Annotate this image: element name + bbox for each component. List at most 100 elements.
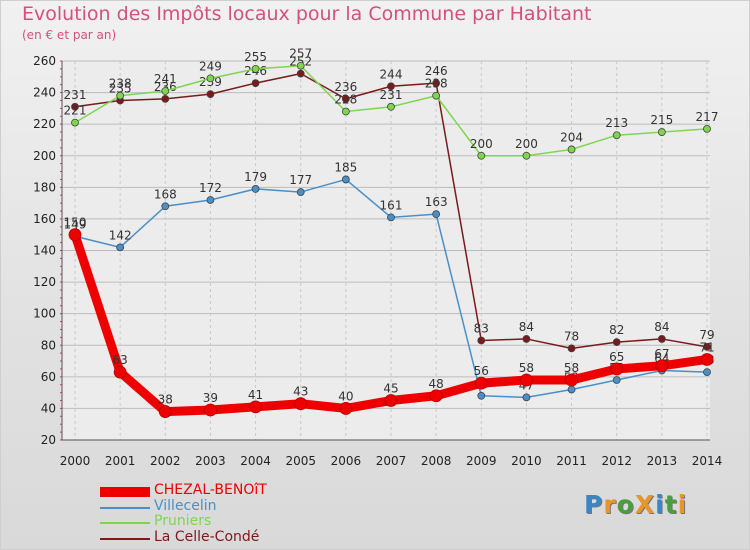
data-point (251, 185, 260, 193)
data-point (71, 102, 79, 111)
data-label: 241 (154, 72, 177, 86)
logo-letter: o (616, 490, 635, 519)
data-label: 200 (515, 137, 538, 151)
x-tick-label: 2010 (511, 454, 542, 468)
legend-entry: CHEZAL-BENOîT (154, 482, 267, 498)
y-tick-label: 180 (33, 180, 56, 194)
data-label: 58 (564, 361, 579, 375)
data-point (294, 397, 308, 411)
data-point (296, 69, 305, 78)
data-label: 39 (203, 391, 218, 405)
data-point (251, 64, 260, 73)
x-tick-label: 2003 (195, 454, 226, 468)
data-label: 252 (289, 55, 312, 69)
data-label: 236 (334, 80, 357, 94)
data-label: 168 (154, 187, 177, 201)
data-label: 38 (158, 393, 173, 407)
data-point (161, 95, 170, 103)
data-label: 65 (609, 350, 624, 364)
y-tick-label: 220 (33, 117, 56, 131)
data-label: 228 (334, 93, 357, 107)
y-tick-label: 120 (33, 275, 56, 289)
legend-entry: Villecelin (154, 498, 217, 514)
data-point (116, 91, 125, 100)
data-label: 200 (470, 137, 493, 151)
data-point (249, 400, 262, 414)
data-label: 217 (696, 110, 719, 124)
data-point (612, 338, 621, 346)
data-label: 83 (474, 322, 489, 336)
chart-title: Evolution des Impôts locaux pour la Comm… (22, 3, 592, 25)
data-point (387, 213, 395, 222)
data-label: 204 (560, 130, 583, 144)
data-point (703, 368, 711, 376)
logo-letter: i (655, 490, 665, 519)
data-point (432, 91, 441, 100)
data-point (161, 202, 170, 211)
data-point (206, 90, 215, 99)
data-label: 257 (289, 47, 312, 61)
data-point (387, 82, 395, 91)
y-tick-label: 240 (33, 86, 56, 100)
data-label: 215 (650, 113, 673, 127)
data-point (113, 365, 127, 379)
x-tick-label: 2001 (105, 454, 136, 468)
x-tick-label: 2002 (150, 454, 181, 468)
data-label: 213 (605, 116, 628, 130)
logo-letter: t (664, 490, 678, 519)
data-point (655, 359, 669, 373)
data-point (296, 188, 305, 196)
data-label: 150 (64, 216, 87, 230)
data-point (657, 335, 666, 343)
x-tick-label: 2011 (556, 454, 587, 468)
data-label: 172 (199, 181, 222, 195)
data-point (700, 353, 714, 366)
y-tick-label: 80 (41, 338, 56, 352)
data-label: 56 (474, 364, 489, 378)
x-tick-label: 2000 (60, 454, 91, 468)
y-tick-label: 40 (41, 401, 56, 415)
data-point (341, 175, 350, 184)
data-label: 82 (609, 323, 624, 337)
data-label: 142 (109, 228, 132, 242)
data-point (477, 336, 486, 345)
data-point (71, 118, 79, 127)
proxiti-logo: ProXiti (584, 490, 687, 519)
data-label: 78 (564, 329, 579, 343)
y-tick-label: 200 (33, 149, 56, 163)
data-point (206, 196, 215, 204)
data-label: 244 (380, 67, 403, 81)
logo-letter: P (584, 490, 604, 519)
data-label: 231 (64, 88, 87, 102)
x-tick-label: 2005 (285, 454, 316, 468)
logo-letter: i (677, 490, 688, 519)
x-tick-label: 2013 (647, 454, 678, 468)
data-label: 84 (654, 320, 669, 334)
data-point (432, 210, 441, 219)
data-label: 236 (154, 80, 177, 94)
data-point (341, 95, 350, 103)
y-tick-label: 140 (33, 244, 56, 258)
data-point (339, 402, 353, 415)
x-tick-label: 2006 (331, 454, 362, 468)
data-label: 67 (654, 347, 669, 361)
data-point (206, 74, 215, 83)
data-point (477, 391, 486, 400)
data-label: 246 (425, 64, 448, 78)
data-label: 185 (334, 160, 357, 174)
data-label: 45 (383, 382, 398, 396)
data-label: 249 (199, 59, 222, 73)
data-point (703, 125, 711, 133)
data-point (520, 373, 533, 387)
data-label: 79 (699, 328, 714, 342)
data-point (657, 128, 666, 136)
x-tick-label: 2004 (240, 454, 271, 468)
data-point (158, 405, 172, 418)
data-point (296, 61, 305, 70)
data-label: 58 (519, 361, 534, 375)
data-point (68, 228, 82, 242)
data-label: 149 (64, 217, 87, 231)
data-point (251, 79, 260, 88)
data-label: 235 (109, 81, 132, 95)
